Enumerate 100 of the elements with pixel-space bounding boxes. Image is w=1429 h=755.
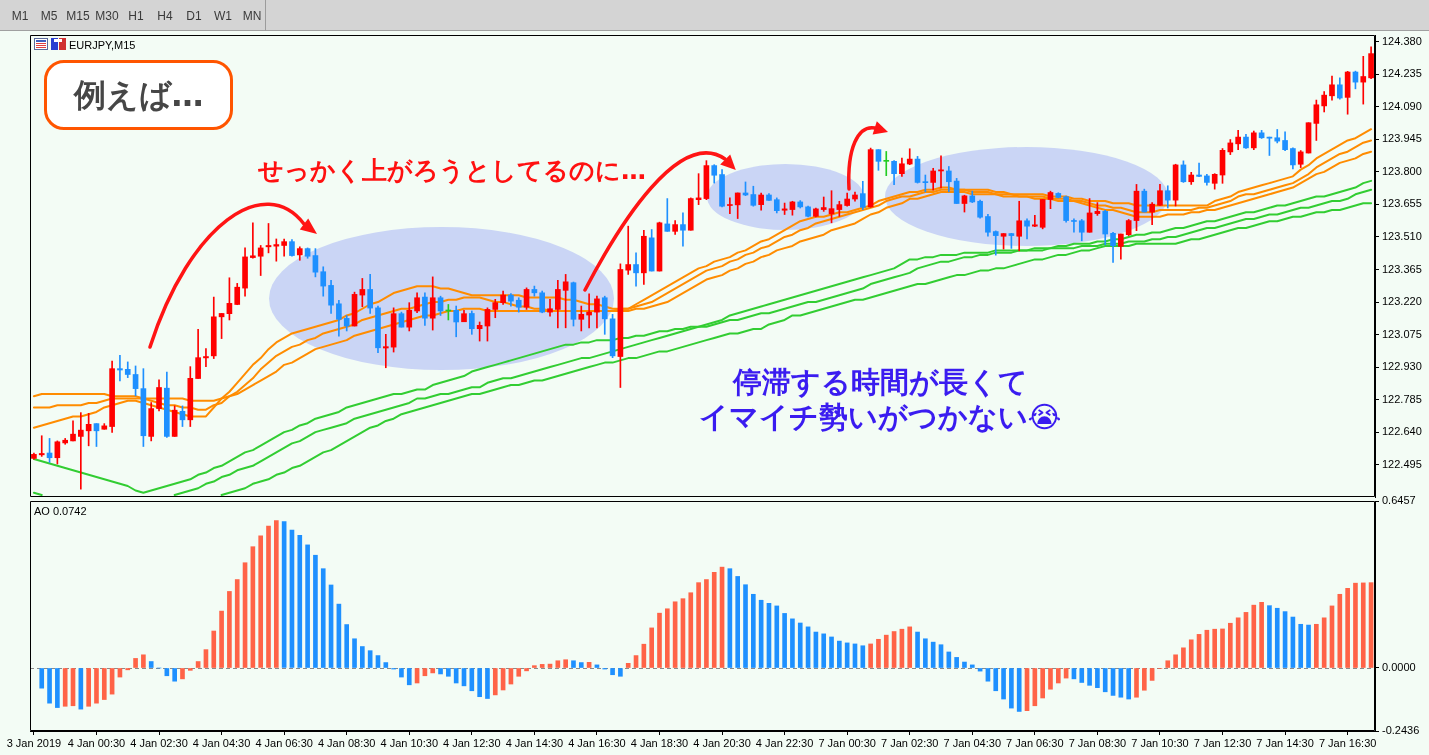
- candlestick: [78, 412, 84, 490]
- bar: [344, 624, 350, 668]
- candlestick: [578, 305, 585, 332]
- bar: [62, 668, 68, 707]
- bar: [993, 668, 999, 692]
- candlestick: [547, 298, 553, 317]
- bar: [86, 668, 91, 707]
- bar: [1306, 624, 1311, 668]
- bar: [821, 633, 827, 668]
- x-tick-label: 4 Jan 10:30: [380, 736, 439, 749]
- x-tick-label: 4 Jan 20:30: [693, 736, 751, 749]
- bar: [915, 631, 920, 668]
- bar: [868, 643, 873, 668]
- y-tick-label: 122.785: [1382, 392, 1422, 405]
- bar: [751, 593, 756, 668]
- bar: [141, 654, 146, 668]
- bar: [1040, 668, 1045, 699]
- bar: [1337, 593, 1343, 668]
- bar: [211, 630, 217, 668]
- bar: [743, 584, 748, 668]
- bar: [1173, 654, 1178, 668]
- bar: [78, 668, 84, 710]
- bar: [610, 668, 615, 676]
- candlestick: [883, 151, 890, 177]
- bar: [1055, 668, 1061, 684]
- bar: [94, 668, 99, 704]
- bar: [133, 658, 138, 668]
- x-tick-label: 7 Jan 00:30: [818, 736, 876, 749]
- bar: [258, 535, 264, 668]
- y-tick-label: 123.220: [1382, 295, 1422, 308]
- bar: [180, 668, 185, 680]
- bar: [1141, 668, 1147, 691]
- bar: [1360, 582, 1366, 668]
- bar: [578, 662, 584, 668]
- bar: [492, 668, 498, 696]
- bar: [1188, 639, 1194, 668]
- bar: [1126, 668, 1132, 700]
- candlestick: [820, 196, 827, 212]
- bar: [1314, 623, 1319, 668]
- x-tick-label: 7 Jan 04:30: [943, 736, 1002, 749]
- bar: [477, 668, 482, 698]
- text: M15: [65, 8, 91, 25]
- y-tick-label: 0.6457: [1382, 494, 1416, 507]
- text: H1: [127, 8, 145, 25]
- y-tick-label: 124.235: [1382, 67, 1422, 80]
- bar: [735, 576, 741, 668]
- bar: [219, 610, 224, 668]
- bar: [383, 662, 389, 668]
- bar: [923, 638, 928, 668]
- bar: [438, 668, 443, 675]
- candlestick: [273, 238, 280, 262]
- candlestick: [1360, 55, 1367, 105]
- y-tick-label: 123.945: [1382, 132, 1422, 145]
- bar: [305, 544, 310, 668]
- x-tick-label: 7 Jan 02:30: [880, 736, 939, 749]
- x-tick-label: 4 Jan 22:30: [755, 736, 814, 749]
- text: M1: [10, 8, 30, 25]
- annotation: 停滞する時間が長くて: [731, 365, 1029, 399]
- bar: [539, 664, 545, 668]
- bar: [1079, 668, 1085, 683]
- x-tick-label: 7 Jan 10:30: [1131, 736, 1189, 749]
- text: W1: [213, 8, 233, 25]
- x-tick-label: 7 Jan 14:30: [1256, 736, 1314, 749]
- y-tick-label: 122.495: [1382, 457, 1422, 470]
- bar: [649, 627, 654, 668]
- chart-title: EURJPY,M15: [69, 39, 136, 52]
- bar: [1095, 668, 1100, 688]
- text: M30: [94, 8, 120, 25]
- x-tick-label: 4 Jan 16:30: [568, 736, 626, 749]
- x-tick-label: 7 Jan 16:30: [1318, 736, 1377, 749]
- bar: [234, 579, 240, 668]
- x-tick-label: 4 Jan 08:30: [317, 736, 376, 749]
- y-tick-label: 122.640: [1382, 425, 1422, 438]
- candlestick: [250, 222, 256, 259]
- bar: [625, 663, 631, 668]
- y-tick-label: 124.090: [1382, 99, 1422, 112]
- bar: [352, 638, 357, 668]
- rounded-box: 例えば…: [44, 60, 233, 130]
- bar: [1134, 668, 1139, 698]
- bar: [1048, 668, 1053, 690]
- bar: [711, 571, 717, 668]
- annotation: 例えば…: [73, 76, 204, 114]
- x-tick-label: 4 Jan 12:30: [443, 736, 501, 749]
- bar: [187, 668, 193, 671]
- annotation: イマイチ勢いがつかない😭: [697, 400, 1063, 434]
- bar: [101, 668, 107, 700]
- bar: [1267, 605, 1272, 668]
- x-tick-label: 4 Jan 02:30: [130, 736, 188, 749]
- bar: [273, 520, 279, 668]
- bar: [657, 612, 662, 668]
- bar: [696, 582, 701, 668]
- chart-title: AO 0.0742: [34, 505, 87, 518]
- bar: [360, 646, 365, 668]
- bar: [883, 634, 889, 668]
- bar: [907, 626, 913, 668]
- bar: [39, 668, 45, 689]
- bar: [797, 622, 803, 668]
- annotation: せっかく上がろうとしてるのに…: [258, 156, 646, 185]
- bar: [985, 668, 991, 682]
- bar: [664, 608, 670, 668]
